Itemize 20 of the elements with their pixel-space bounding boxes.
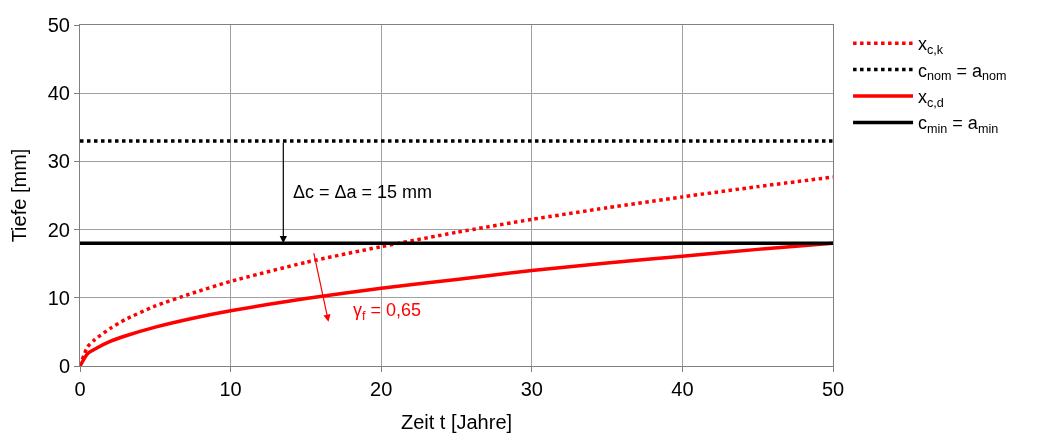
x-tick-label: 10 [219, 378, 242, 400]
y-tick-label: 30 [47, 150, 70, 173]
x-tick-label: 20 [370, 378, 393, 400]
y-axis-title: Tiefe [mm] [8, 148, 31, 243]
legend-label: x$_{c,k}$ [918, 34, 944, 57]
y-tick-label: 10 [47, 286, 70, 309]
y-tick-label: 40 [47, 82, 70, 105]
y-tick-label: 50 [47, 14, 70, 36]
x-tick-label: 30 [520, 378, 543, 400]
x-tick-label: 40 [671, 378, 694, 400]
annotation: Δc = Δa = 15 mm [293, 182, 433, 202]
legend-label: x$_{c,d}$ [918, 87, 944, 110]
legend-label: c$_{min}$ = a$_{min}$ [918, 113, 999, 137]
y-tick-label: 0 [58, 355, 70, 377]
legend-label: c$_{nom}$ = a$_{nom}$ [918, 60, 1007, 84]
x-axis-title: Zeit t [Jahre] [400, 410, 513, 433]
annotation: γ$_{f}$ = 0,65 [353, 300, 422, 323]
x-tick-label: 0 [74, 378, 86, 400]
x-tick-label: 50 [821, 378, 845, 400]
y-tick-label: 20 [47, 218, 70, 241]
